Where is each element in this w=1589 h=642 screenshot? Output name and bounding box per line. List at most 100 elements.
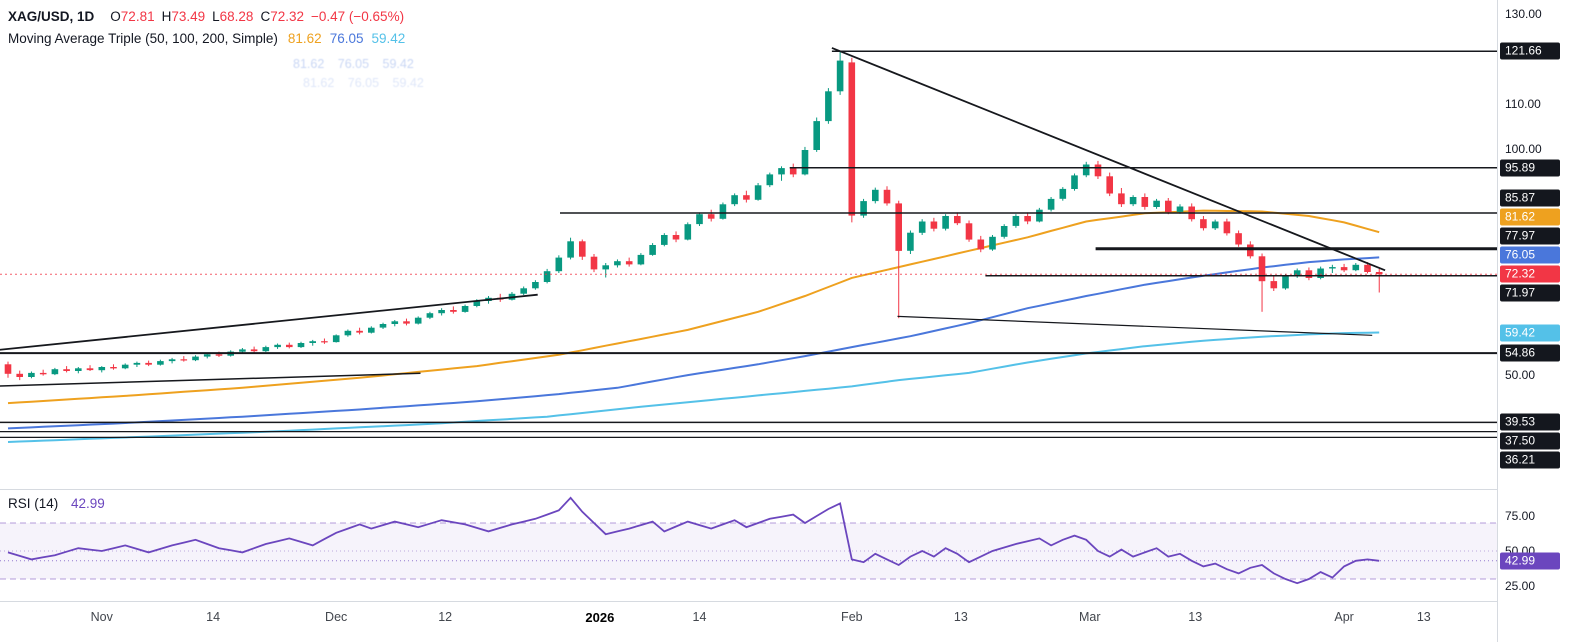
open-label: O [110,8,121,24]
candle-body [1340,267,1348,271]
last-price-badge: 72.32 [1500,265,1560,283]
candle-body [203,354,211,357]
candle-body [1305,270,1313,278]
candles-layer[interactable] [4,51,1383,381]
candle-body [813,121,820,150]
ma200-line[interactable] [7,331,1380,443]
indicator-title[interactable]: Moving Average Triple (50, 100, 200, Sim… [8,30,278,46]
rsi-value: 42.99 [71,496,105,511]
time-tick-label: Feb [841,610,863,624]
candle-body [1235,233,1242,245]
candle-body [110,367,117,369]
price-tick-label: 110.00 [1505,96,1541,111]
candle-body [1258,256,1266,282]
candle-body [543,271,551,282]
close-label: C [260,8,271,24]
candle-body [954,216,961,224]
candle-body [1047,198,1055,210]
candle-body [133,362,141,365]
candle-body [1200,219,1207,229]
symbol-legend-row[interactable]: XAG/USD, 1D O72.81 H73.49 L68.28 C72.32 … [8,5,405,27]
candle-body [989,236,996,250]
rsi-line[interactable] [7,496,1380,585]
candle-body [1106,176,1113,194]
trendline[interactable] [897,315,1373,336]
price-level-badge: 39.53 [1500,413,1560,431]
price-axis[interactable]: 130.00 110.00 100.00 50.00 75.00 50.00 25.00 12… [1497,0,1589,642]
candle-body [766,174,774,186]
candle-body [672,235,680,240]
candle-body [461,306,469,312]
chart-legend: XAG/USD, 1D O72.81 H73.49 L68.28 C72.32 … [8,5,405,49]
candle-body [426,313,434,318]
time-axis[interactable]: Nov 14 Dec 12 2026 14 Feb 13 Mar 13 Apr 13 [0,602,1497,642]
ma100-badge: 76.05 [1500,246,1560,264]
candle-body [51,369,59,375]
candle-body [789,168,797,175]
candle-body [872,189,879,202]
ma200-value: 59.42 [371,30,406,46]
candle-body [286,344,293,348]
price-level-badge: 54.86 [1500,344,1560,362]
high-value: 73.49 [171,8,206,24]
candle-body [942,216,949,229]
candle-body [1071,175,1078,189]
candle-body [707,214,715,219]
candle-body [309,341,316,343]
close-value: 72.32 [270,8,304,24]
price-panel[interactable] [0,0,1497,490]
candle-body [1282,275,1289,289]
price-level-badge: 71.97 [1500,284,1560,302]
candle-body [1317,268,1324,278]
trendline[interactable] [0,293,538,351]
candle-body [262,347,270,352]
candle-body [907,232,914,251]
trendline[interactable] [0,372,421,387]
candle-body [719,204,727,219]
candle-body [754,185,762,200]
candle-body [625,261,633,265]
candle-body [332,335,340,343]
ma100-line[interactable] [7,256,1380,430]
time-tick-label: Dec [325,610,348,624]
price-level-badge: 37.50 [1500,432,1560,450]
candle-body [192,356,199,361]
time-tick-label: 2026 [585,610,615,625]
indicator-legend-row[interactable]: Moving Average Triple (50, 100, 200, Sim… [8,27,405,49]
time-tick-label: 13 [1416,610,1431,624]
candle-body [801,150,809,175]
candle-body [836,60,844,92]
candle-body [1153,200,1160,207]
candle-body [649,245,656,255]
candle-body [403,321,410,324]
candle-body [1176,206,1184,212]
rsi-tick-label: 75.00 [1505,509,1536,524]
price-tick-label: 50.00 [1505,368,1536,383]
low-value: 68.28 [219,8,254,24]
candle-body [918,221,926,233]
candle-body [168,359,176,362]
candle-body [567,241,574,258]
candle-body [356,330,363,333]
time-tick-label: 13 [953,610,968,624]
rsi-legend-row[interactable]: RSI (14) 42.99 [8,496,105,511]
candle-body [1082,164,1090,176]
candle-body [1223,221,1231,234]
trendline[interactable] [831,47,1386,272]
candle-body [1375,272,1383,275]
candle-body [145,362,152,365]
time-tick-label: 14 [206,610,221,624]
candle-body [1329,267,1336,269]
symbol-title[interactable]: XAG/USD, 1D [8,8,95,24]
open-value: 72.81 [120,8,155,24]
candle-body [379,324,387,328]
rsi-panel[interactable] [0,490,1497,602]
rsi-value-badge: 42.99 [1500,552,1560,570]
candle-body [661,235,668,245]
low-label: L [212,8,220,24]
panel-separator[interactable] [0,489,1589,490]
change-value: −0.47 (−0.65%) [311,8,405,24]
price-tick-label: 100.00 [1505,142,1542,157]
rsi-title[interactable]: RSI (14) [8,496,59,511]
candle-body [614,261,621,266]
